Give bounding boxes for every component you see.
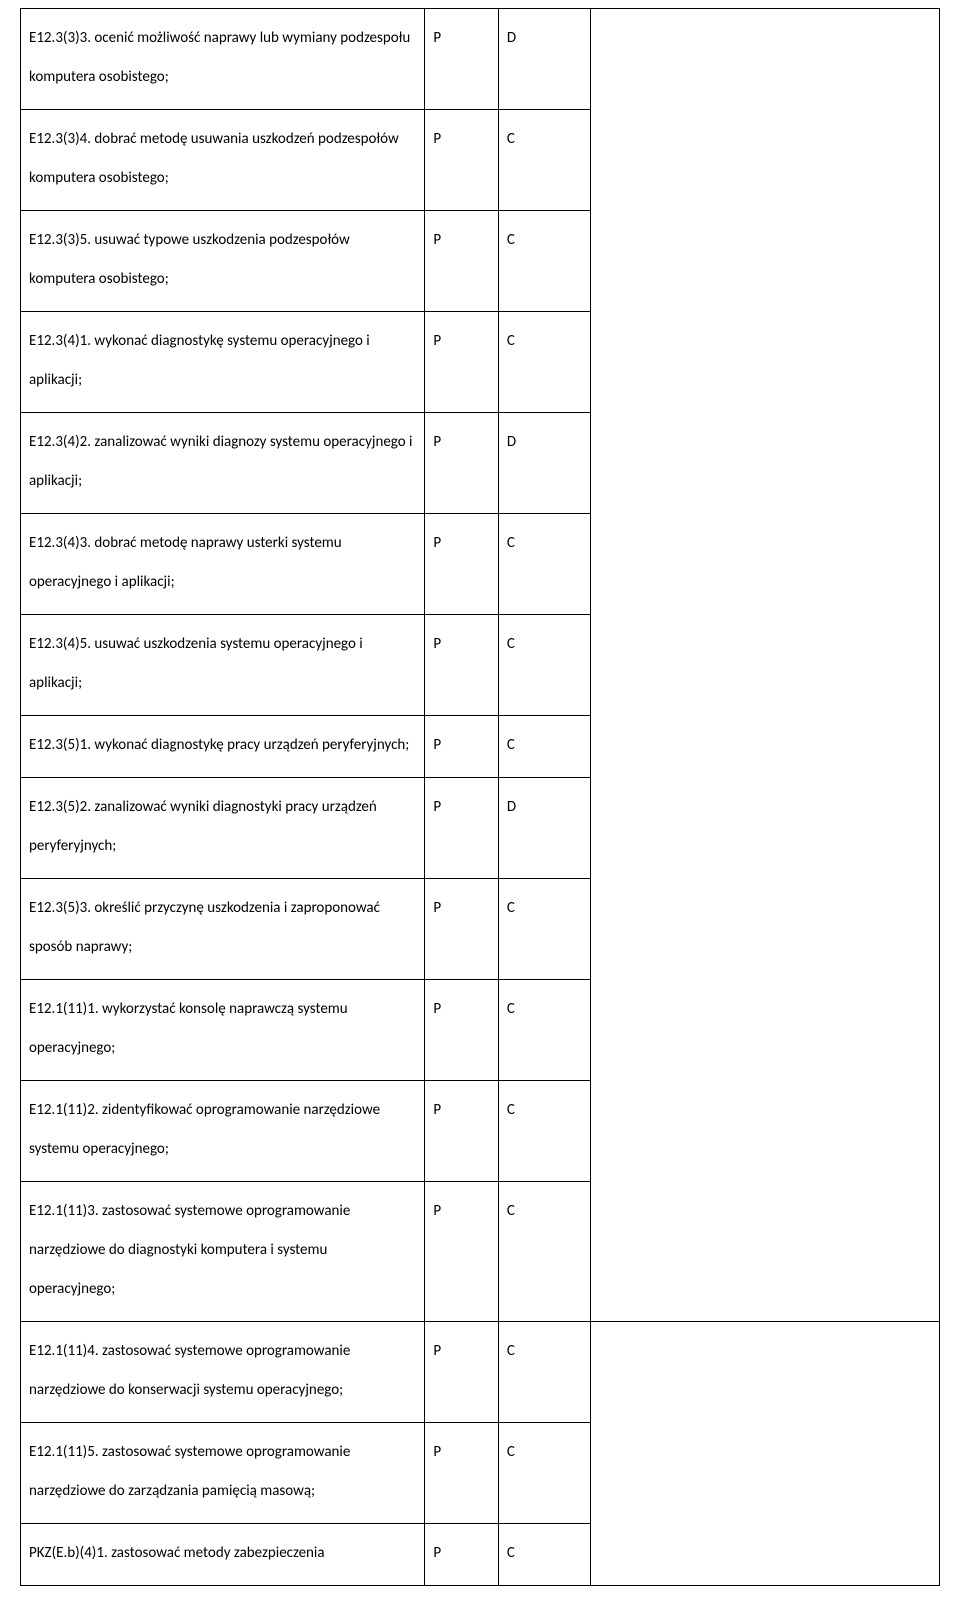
cell-description: E12.3(3)4. dobrać metodę usuwania uszkod… bbox=[21, 110, 425, 211]
cell-p: P bbox=[425, 110, 499, 211]
cell-p: P bbox=[425, 615, 499, 716]
cell-description: E12.3(3)5. usuwać typowe uszkodzenia pod… bbox=[21, 211, 425, 312]
cell-category: D bbox=[498, 9, 590, 110]
cell-category: C bbox=[498, 615, 590, 716]
cell-category: C bbox=[498, 514, 590, 615]
cell-category: C bbox=[498, 312, 590, 413]
cell-p: P bbox=[425, 1524, 499, 1586]
cell-p: P bbox=[425, 1182, 499, 1322]
cell-description: E12.3(4)2. zanalizować wyniki diagnozy s… bbox=[21, 413, 425, 514]
cell-p: P bbox=[425, 716, 499, 778]
cell-p: P bbox=[425, 980, 499, 1081]
cell-description: PKZ(E.b)(4)1. zastosować metody zabezpie… bbox=[21, 1524, 425, 1586]
cell-category: D bbox=[498, 778, 590, 879]
cell-category: C bbox=[498, 211, 590, 312]
cell-p: P bbox=[425, 211, 499, 312]
cell-category: C bbox=[498, 980, 590, 1081]
cell-notes bbox=[590, 9, 939, 1322]
document-page: E12.3(3)3. ocenić możliwość naprawy lub … bbox=[0, 0, 960, 1606]
table-row: E12.3(3)3. ocenić możliwość naprawy lub … bbox=[21, 9, 940, 110]
cell-description: E12.3(4)3. dobrać metodę naprawy usterki… bbox=[21, 514, 425, 615]
cell-description: E12.1(11)1. wykorzystać konsolę naprawcz… bbox=[21, 980, 425, 1081]
cell-p: P bbox=[425, 1081, 499, 1182]
cell-p: P bbox=[425, 778, 499, 879]
cell-category: C bbox=[498, 1182, 590, 1322]
cell-p: P bbox=[425, 1322, 499, 1423]
cell-category: D bbox=[498, 413, 590, 514]
cell-p: P bbox=[425, 514, 499, 615]
cell-description: E12.3(4)5. usuwać uszkodzenia systemu op… bbox=[21, 615, 425, 716]
cell-description: E12.1(11)4. zastosować systemowe oprogra… bbox=[21, 1322, 425, 1423]
cell-category: C bbox=[498, 879, 590, 980]
cell-description: E12.3(5)3. określić przyczynę uszkodzeni… bbox=[21, 879, 425, 980]
cell-description: E12.3(5)1. wykonać diagnostykę pracy urz… bbox=[21, 716, 425, 778]
table-body: E12.3(3)3. ocenić możliwość naprawy lub … bbox=[21, 9, 940, 1586]
cell-description: E12.3(5)2. zanalizować wyniki diagnostyk… bbox=[21, 778, 425, 879]
cell-description: E12.1(11)3. zastosować systemowe oprogra… bbox=[21, 1182, 425, 1322]
cell-p: P bbox=[425, 312, 499, 413]
cell-category: C bbox=[498, 1524, 590, 1586]
cell-category: C bbox=[498, 716, 590, 778]
table-row: E12.1(11)4. zastosować systemowe oprogra… bbox=[21, 1322, 940, 1423]
cell-description: E12.1(11)5. zastosować systemowe oprogra… bbox=[21, 1423, 425, 1524]
cell-category: C bbox=[498, 1423, 590, 1524]
cell-category: C bbox=[498, 110, 590, 211]
cell-description: E12.1(11)2. zidentyfikować oprogramowani… bbox=[21, 1081, 425, 1182]
cell-category: C bbox=[498, 1081, 590, 1182]
cell-category: C bbox=[498, 1322, 590, 1423]
cell-p: P bbox=[425, 1423, 499, 1524]
cell-description: E12.3(3)3. ocenić możliwość naprawy lub … bbox=[21, 9, 425, 110]
cell-p: P bbox=[425, 9, 499, 110]
cell-p: P bbox=[425, 879, 499, 980]
cell-description: E12.3(4)1. wykonać diagnostykę systemu o… bbox=[21, 312, 425, 413]
cell-p: P bbox=[425, 413, 499, 514]
curriculum-table: E12.3(3)3. ocenić możliwość naprawy lub … bbox=[20, 8, 940, 1586]
cell-notes bbox=[590, 1322, 939, 1586]
